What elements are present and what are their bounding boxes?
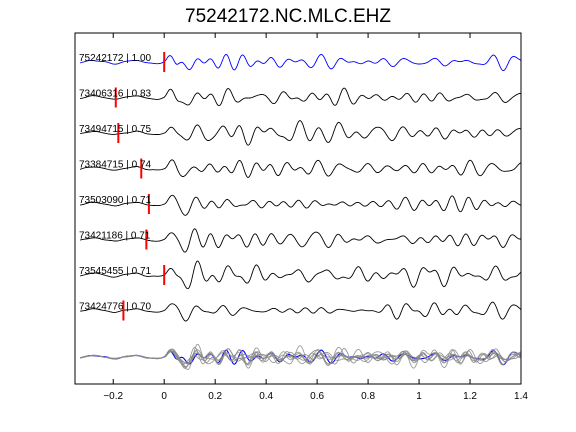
x-axis: −0.2 0 0.2 0.4 0.6 0.8 1 1.2 1.4: [103, 33, 528, 402]
x-tick-label: 1.2: [463, 391, 477, 402]
labels-layer: 75242172 | 1.00 73406316 | 0.83 73494715 |…: [79, 53, 152, 313]
axes-frame: [74, 32, 522, 385]
trace-7: [80, 301, 522, 322]
trace-1: [80, 87, 522, 107]
x-tick-label: 0.6: [310, 391, 324, 402]
x-tick-label: 0.4: [259, 391, 273, 402]
trace-0: [79, 54, 522, 71]
x-tick-label: −0.2: [103, 391, 123, 402]
chart-title: 75242172.NC.MLC.EHZ: [185, 6, 391, 27]
trace-4: [80, 194, 522, 216]
trace-label-2: 73494715 | 0.75: [79, 124, 152, 135]
picks-layer: [114, 52, 166, 321]
x-tick-label: 1: [416, 391, 422, 402]
x-tick-label: 0.8: [361, 391, 375, 402]
x-tick-label: 1.4: [514, 391, 528, 402]
trace-label-3: 73384715 | 0.74: [79, 160, 152, 171]
x-tick-label: 0: [161, 391, 167, 402]
trace-label-1: 73406316 | 0.83: [79, 89, 152, 100]
trace-5: [79, 228, 521, 253]
traces-layer: [79, 54, 522, 322]
trace-6: [79, 260, 522, 290]
stack-trace-7: [80, 348, 522, 367]
trace-label-4: 73503090 | 0.71: [79, 195, 152, 206]
x-tick-label: 0.2: [208, 391, 222, 402]
trace-label-0: 75242172 | 1.00: [79, 53, 152, 64]
trace-label-6: 73545455 | 0.71: [79, 266, 152, 277]
trace-3: [79, 159, 522, 178]
trace-label-7: 73424776 | 0.70: [79, 302, 152, 313]
trace-label-5: 73421186 | 0.71: [79, 231, 151, 242]
stack-layer: [79, 343, 522, 370]
trace-2: [79, 120, 522, 146]
